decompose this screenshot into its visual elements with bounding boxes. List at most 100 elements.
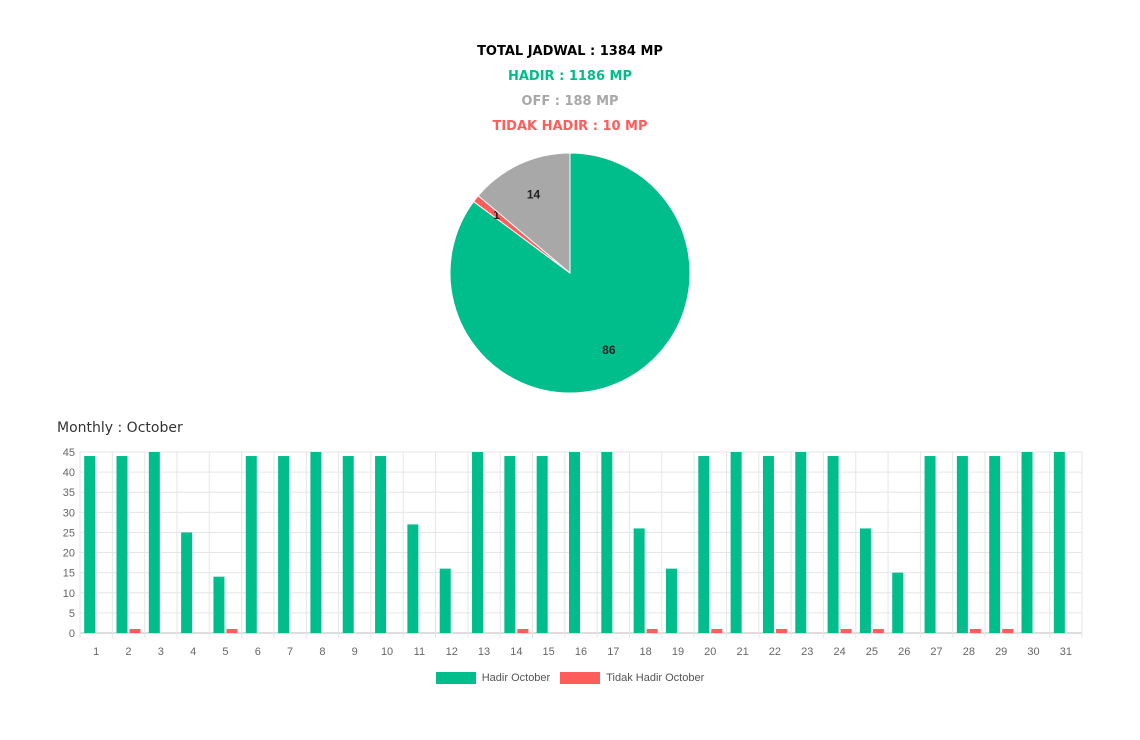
pie-label-off: 14	[527, 188, 541, 202]
bar-hadir-3[interactable]	[148, 452, 160, 633]
y-tick-label: 45	[63, 447, 75, 459]
bar-legend: Hadir October Tidak Hadir October	[0, 672, 1140, 684]
total-jadwal-label: TOTAL JADWAL : 1384 MP	[477, 44, 663, 59]
bar-hadir-15[interactable]	[536, 456, 548, 633]
x-tick-label: 20	[704, 646, 716, 658]
y-tick-label: 0	[69, 628, 75, 640]
x-tick-label: 28	[963, 646, 975, 658]
x-tick-label: 19	[672, 646, 684, 658]
bar-hadir-6[interactable]	[245, 456, 257, 633]
x-tick-label: 24	[833, 646, 845, 658]
bar-hadir-16[interactable]	[569, 452, 580, 633]
bar-hadir-22[interactable]	[762, 456, 774, 633]
legend-item-tidak-hadir[interactable]: Tidak Hadir October	[560, 672, 704, 684]
bar-hadir-9[interactable]	[342, 456, 354, 633]
bar-hadir-14[interactable]	[504, 456, 516, 633]
bar-hadir-26[interactable]	[892, 572, 904, 633]
bar-hadir-5[interactable]	[213, 576, 225, 633]
x-tick-label: 11	[414, 646, 425, 658]
x-tick-label: 18	[640, 646, 652, 658]
x-tick-label: 16	[575, 646, 587, 658]
x-tick-label: 27	[930, 646, 942, 658]
bar-hadir-25[interactable]	[859, 528, 871, 633]
bar-hadir-10[interactable]	[375, 456, 387, 633]
y-tick-label: 40	[63, 467, 75, 479]
bar-tidak-hadir-29[interactable]	[1002, 628, 1014, 633]
x-tick-label: 26	[898, 646, 910, 658]
y-tick-label: 35	[63, 487, 75, 499]
bar-tidak-hadir-24[interactable]	[840, 628, 852, 633]
x-tick-label: 8	[319, 646, 325, 658]
bar-hadir-17[interactable]	[601, 452, 613, 633]
y-tick-label: 20	[63, 548, 75, 560]
bar-hadir-23[interactable]	[795, 452, 807, 633]
bar-tidak-hadir-18[interactable]	[646, 628, 658, 633]
bar-tidak-hadir-28[interactable]	[969, 628, 981, 633]
bar-tidak-hadir-14[interactable]	[517, 628, 529, 633]
bar-tidak-hadir-20[interactable]	[711, 628, 723, 633]
bar-tidak-hadir-5[interactable]	[226, 628, 238, 633]
bar-hadir-7[interactable]	[278, 456, 290, 633]
bar-hadir-11[interactable]	[407, 524, 419, 633]
x-tick-label: 21	[736, 646, 748, 658]
x-tick-label: 22	[769, 646, 781, 658]
legend-item-hadir[interactable]: Hadir October	[435, 672, 551, 684]
pie-label-tidak-hadir: 1	[493, 208, 500, 222]
x-tick-label: 31	[1060, 646, 1072, 658]
bar-hadir-28[interactable]	[956, 456, 968, 633]
legend-label-hadir: Hadir October	[481, 672, 551, 684]
bar-hadir-20[interactable]	[698, 456, 710, 633]
pie-slice-off[interactable]	[477, 152, 571, 275]
x-tick-label: 17	[607, 646, 619, 658]
x-tick-label: 30	[1027, 646, 1039, 658]
bar-hadir-27[interactable]	[924, 456, 936, 633]
pie-chart: 86 1 14	[449, 152, 691, 394]
x-tick-label: 15	[543, 646, 555, 658]
x-tick-label: 5	[222, 646, 228, 658]
x-tick-label: 29	[995, 646, 1007, 658]
bar-hadir-21[interactable]	[730, 452, 742, 633]
bar-hadir-4[interactable]	[181, 532, 193, 633]
x-tick-label: 3	[158, 646, 164, 658]
x-tick-label: 9	[352, 646, 358, 658]
legend-swatch-tidak-hadir	[560, 672, 601, 684]
legend-label-tidak-hadir: Tidak Hadir October	[606, 672, 705, 684]
bar-hadir-2[interactable]	[116, 456, 128, 633]
y-tick-label: 5	[69, 608, 75, 620]
bar-tidak-hadir-22[interactable]	[775, 628, 787, 633]
x-tick-label: 2	[125, 646, 131, 658]
x-tick-label: 23	[801, 646, 813, 658]
y-tick-label: 15	[63, 568, 75, 580]
hadir-label: HADIR : 1186 MP	[507, 69, 632, 84]
bar-tidak-hadir-25[interactable]	[872, 628, 884, 633]
bar-hadir-18[interactable]	[633, 528, 645, 633]
off-label: OFF : 188 MP	[521, 94, 619, 109]
x-tick-label: 4	[190, 646, 196, 658]
x-tick-label: 6	[255, 646, 261, 658]
x-tick-label: 12	[446, 646, 458, 658]
bar-hadir-31[interactable]	[1053, 452, 1065, 633]
x-tick-label: 13	[478, 646, 490, 658]
bar-hadir-8[interactable]	[310, 452, 322, 633]
x-tick-label: 25	[866, 646, 878, 658]
bar-tidak-hadir-2[interactable]	[129, 628, 141, 633]
x-tick-label: 14	[510, 646, 522, 658]
legend-swatch-hadir	[435, 672, 476, 684]
y-tick-label: 10	[63, 588, 75, 600]
bar-hadir-1[interactable]	[84, 456, 96, 633]
bar-hadir-29[interactable]	[989, 456, 1001, 633]
pie-label-hadir: 86	[602, 343, 616, 357]
y-tick-label: 25	[63, 527, 75, 539]
monthly-title: Monthly : October	[57, 420, 183, 436]
bar-hadir-19[interactable]	[665, 568, 677, 633]
bar-hadir-13[interactable]	[472, 452, 484, 633]
x-tick-label: 7	[287, 646, 293, 658]
bar-hadir-30[interactable]	[1021, 452, 1033, 633]
x-tick-label: 10	[381, 646, 393, 658]
bar-hadir-12[interactable]	[439, 568, 451, 633]
bar-hadir-24[interactable]	[827, 456, 839, 633]
x-tick-label: 1	[93, 646, 99, 658]
tidak-hadir-label: TIDAK HADIR : 10 MP	[492, 119, 648, 134]
y-tick-label: 30	[63, 507, 75, 519]
